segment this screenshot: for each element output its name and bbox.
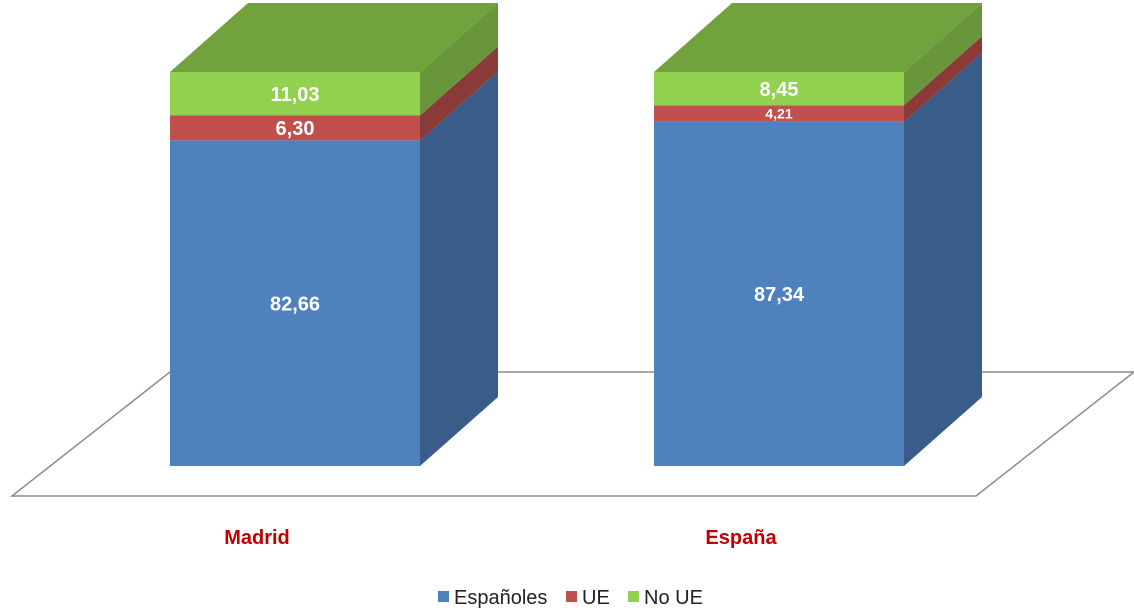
bar-top-madrid <box>170 3 498 73</box>
legend-label: UE <box>582 587 610 609</box>
legend-swatch <box>438 591 449 602</box>
data-label: 11,03 <box>271 84 320 106</box>
bar-segment-madrid-no-ue <box>170 3 498 116</box>
bar-segment-espana-no-ue <box>654 3 982 106</box>
legend-label: Españoles <box>454 587 547 609</box>
legend-swatch <box>566 591 577 602</box>
data-label: 8,45 <box>760 79 799 101</box>
data-label: 87,34 <box>754 284 805 306</box>
category-labels-layer: Madrid España <box>224 527 777 549</box>
data-label: 4,21 <box>765 106 793 122</box>
bar-segment-espana-espanoles <box>654 52 982 466</box>
data-label: 82,66 <box>270 293 320 315</box>
legend: Españoles UE No UE <box>438 587 703 609</box>
legend-item-espanoles: Españoles <box>438 587 547 609</box>
bar-segment-madrid-ue <box>170 46 498 141</box>
legend-item-ue: UE <box>566 587 610 609</box>
data-label: 6,30 <box>276 118 315 140</box>
bar-segment-madrid-espanoles <box>170 71 498 467</box>
bar-top-espana <box>654 3 982 72</box>
legend-item-no-ue: No UE <box>628 587 703 609</box>
legend-swatch <box>628 591 639 602</box>
bar-segment-espana-ue <box>654 36 982 122</box>
data-labels-layer: 82,66 6,30 11,03 87,34 4,21 8,45 <box>270 79 805 316</box>
legend-label: No UE <box>644 587 703 609</box>
bars-layer <box>170 3 982 467</box>
category-label-espana: España <box>705 527 777 549</box>
category-label-madrid: Madrid <box>224 527 290 549</box>
